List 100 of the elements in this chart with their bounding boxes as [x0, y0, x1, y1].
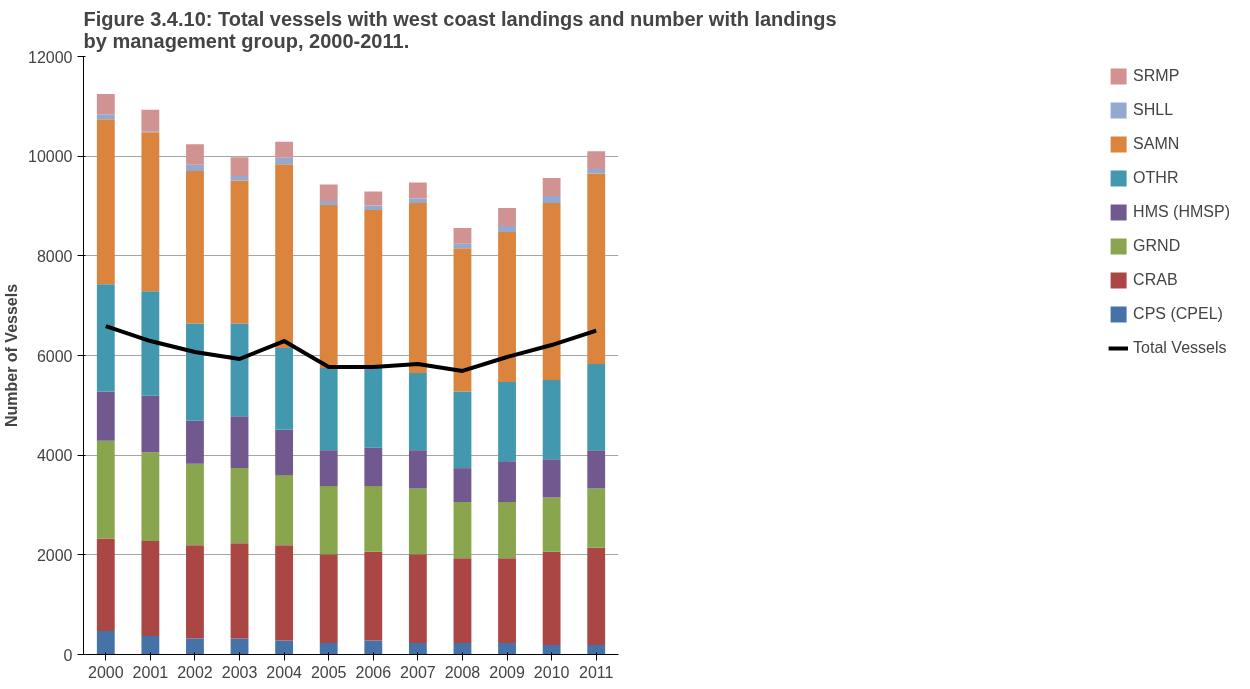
bar [141, 540, 160, 637]
bar [275, 348, 294, 430]
bar [542, 203, 561, 380]
bar [186, 164, 204, 172]
y-tick-label: 4000 [36, 447, 73, 465]
bar [275, 429, 294, 476]
bar [364, 640, 383, 655]
bar [542, 379, 561, 460]
legend-label: GRND [1133, 237, 1181, 255]
bar [275, 640, 294, 655]
y-axis-title: Number of Vessels [3, 283, 21, 428]
x-tick-label: 2004 [266, 663, 303, 681]
bar [230, 157, 249, 177]
bar [587, 488, 606, 548]
bar [141, 109, 160, 132]
bar [453, 468, 472, 503]
bar [186, 171, 204, 324]
bar [498, 231, 516, 382]
bar [453, 227, 472, 244]
bar [96, 538, 115, 632]
bar [319, 367, 338, 451]
bar [319, 486, 338, 555]
bar [319, 201, 338, 205]
bar [96, 114, 115, 120]
legend-label: SHLL [1133, 101, 1174, 119]
legend-label: SRMP [1133, 67, 1180, 85]
bar [498, 461, 516, 503]
bar [408, 643, 427, 655]
bar [319, 450, 338, 487]
x-tick-label: 2003 [221, 663, 258, 681]
bar [498, 381, 516, 462]
bar [186, 420, 204, 464]
bar [453, 248, 472, 392]
bar [364, 486, 383, 552]
bar [96, 631, 115, 655]
bar [230, 468, 249, 544]
bar [542, 551, 561, 646]
bar [587, 450, 606, 489]
line-series [103, 324, 599, 373]
bar [498, 502, 516, 559]
y-tick-label: 12000 [28, 48, 73, 66]
x-tick-label: 2010 [533, 663, 570, 681]
bar [408, 182, 427, 199]
bar [230, 176, 249, 181]
legend-label: CRAB [1133, 271, 1178, 289]
bar [453, 643, 472, 655]
bar [587, 173, 606, 364]
bar [364, 191, 383, 206]
bar [498, 558, 516, 644]
bar [498, 225, 516, 232]
bar [230, 323, 249, 417]
bar [364, 209, 383, 368]
y-tick-label: 10000 [28, 148, 73, 166]
bar [408, 198, 427, 204]
bar [542, 178, 561, 197]
bar [542, 645, 561, 655]
bar [587, 547, 606, 646]
bar [141, 132, 160, 292]
bar [96, 440, 115, 539]
bar [408, 450, 427, 489]
bar [141, 395, 160, 453]
bar [319, 554, 338, 644]
bar [275, 475, 294, 546]
bar [275, 164, 294, 349]
bar [186, 463, 204, 546]
bar [275, 141, 294, 158]
bar [275, 157, 294, 165]
x-tick-label: 2005 [310, 663, 347, 681]
bar [141, 291, 160, 396]
legend-label: HMS (HMSP) [1133, 203, 1230, 221]
chart-title: Figure 3.4.10: Total vessels with west coast landings and number with landings by management group, 2000-2011. [83, 7, 837, 52]
bar [230, 416, 249, 469]
legend-label: OTHR [1133, 169, 1179, 187]
bar [230, 543, 249, 639]
y-tick-label: 6000 [36, 347, 73, 365]
x-tick-label: 2011 [579, 663, 614, 681]
legend-label: SAMN [1133, 135, 1180, 153]
bar [186, 638, 204, 655]
bar [141, 452, 160, 541]
bar [96, 391, 115, 441]
x-tick-label: 2000 [87, 663, 124, 681]
bar [319, 184, 338, 202]
bar [542, 196, 561, 204]
bar [141, 636, 160, 655]
legend-label: CPS (CPEL) [1133, 305, 1223, 323]
bar [364, 551, 383, 641]
bar [498, 643, 516, 655]
bar [230, 180, 249, 324]
bar [453, 391, 472, 469]
bar [542, 459, 561, 498]
bar [96, 119, 115, 285]
bar [587, 151, 606, 170]
bar [364, 447, 383, 487]
bar [319, 205, 338, 368]
legend-label: Total Vessels [1133, 339, 1227, 357]
bar [96, 93, 115, 115]
x-tick-label: 2009 [489, 663, 525, 681]
bar [186, 323, 204, 421]
bar [186, 545, 204, 639]
bar [96, 284, 115, 392]
